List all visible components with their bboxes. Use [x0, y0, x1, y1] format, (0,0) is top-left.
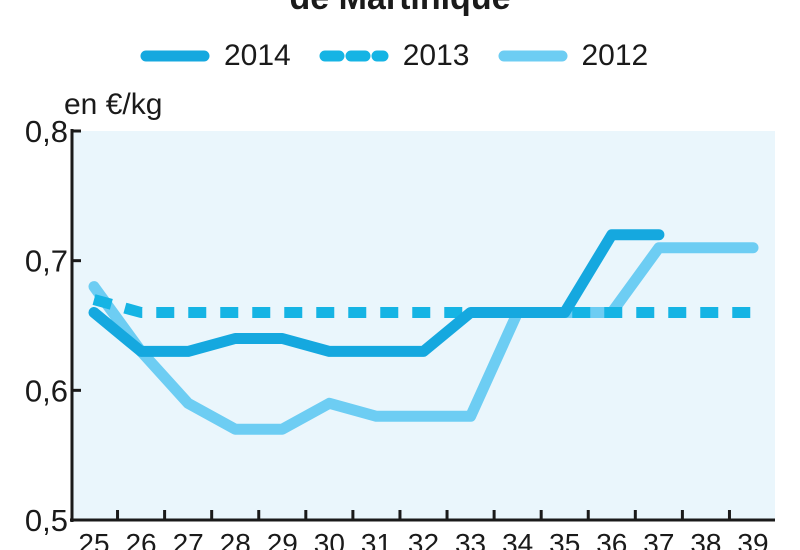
y-tick-label: 0,7	[25, 244, 68, 279]
series-line-2012	[88, 242, 759, 435]
x-tick-label: 39	[737, 528, 768, 550]
x-tick-label: 34	[502, 528, 533, 550]
y-tick-label: 0,8	[25, 114, 68, 149]
x-tick-label: 31	[361, 528, 392, 550]
legend-item-2012: 2012	[498, 39, 649, 72]
legend-swatch-2012	[498, 50, 567, 62]
legend-item-2013: 2013	[319, 41, 470, 71]
y-tick-label: 0,6	[25, 373, 68, 408]
y-axis-unit-label: en €/kg	[64, 88, 163, 121]
x-tick-label: 38	[690, 528, 721, 550]
legend: 2014 2013 2012	[140, 36, 660, 76]
series-line-2014	[88, 229, 665, 357]
legend-label-2012: 2012	[581, 39, 649, 72]
x-tick-label: 35	[549, 528, 580, 550]
x-tick-label: 33	[455, 528, 486, 550]
y-tick-label: 0,5	[25, 503, 68, 538]
legend-swatch-2014	[140, 50, 210, 62]
plot-background	[72, 131, 775, 520]
x-tick-label: 29	[267, 528, 298, 550]
x-tick-label: 30	[314, 528, 345, 550]
series-line-2013	[92, 294, 753, 318]
legend-item-2014: 2014	[140, 41, 291, 71]
x-tick-label: 37	[643, 528, 674, 550]
chart-title: de Martinique	[0, 0, 800, 18]
legend-swatch-2013	[319, 50, 389, 62]
legend-label-2013: 2013	[402, 39, 470, 72]
x-tick-label: 28	[220, 528, 251, 550]
legend-label-2014: 2014	[224, 39, 291, 72]
x-tick-label: 32	[408, 528, 439, 550]
x-tick-label: 26	[125, 528, 156, 550]
x-tick-label: 25	[78, 528, 109, 550]
x-tick-label: 27	[173, 528, 204, 550]
x-tick-label: 36	[596, 528, 627, 550]
